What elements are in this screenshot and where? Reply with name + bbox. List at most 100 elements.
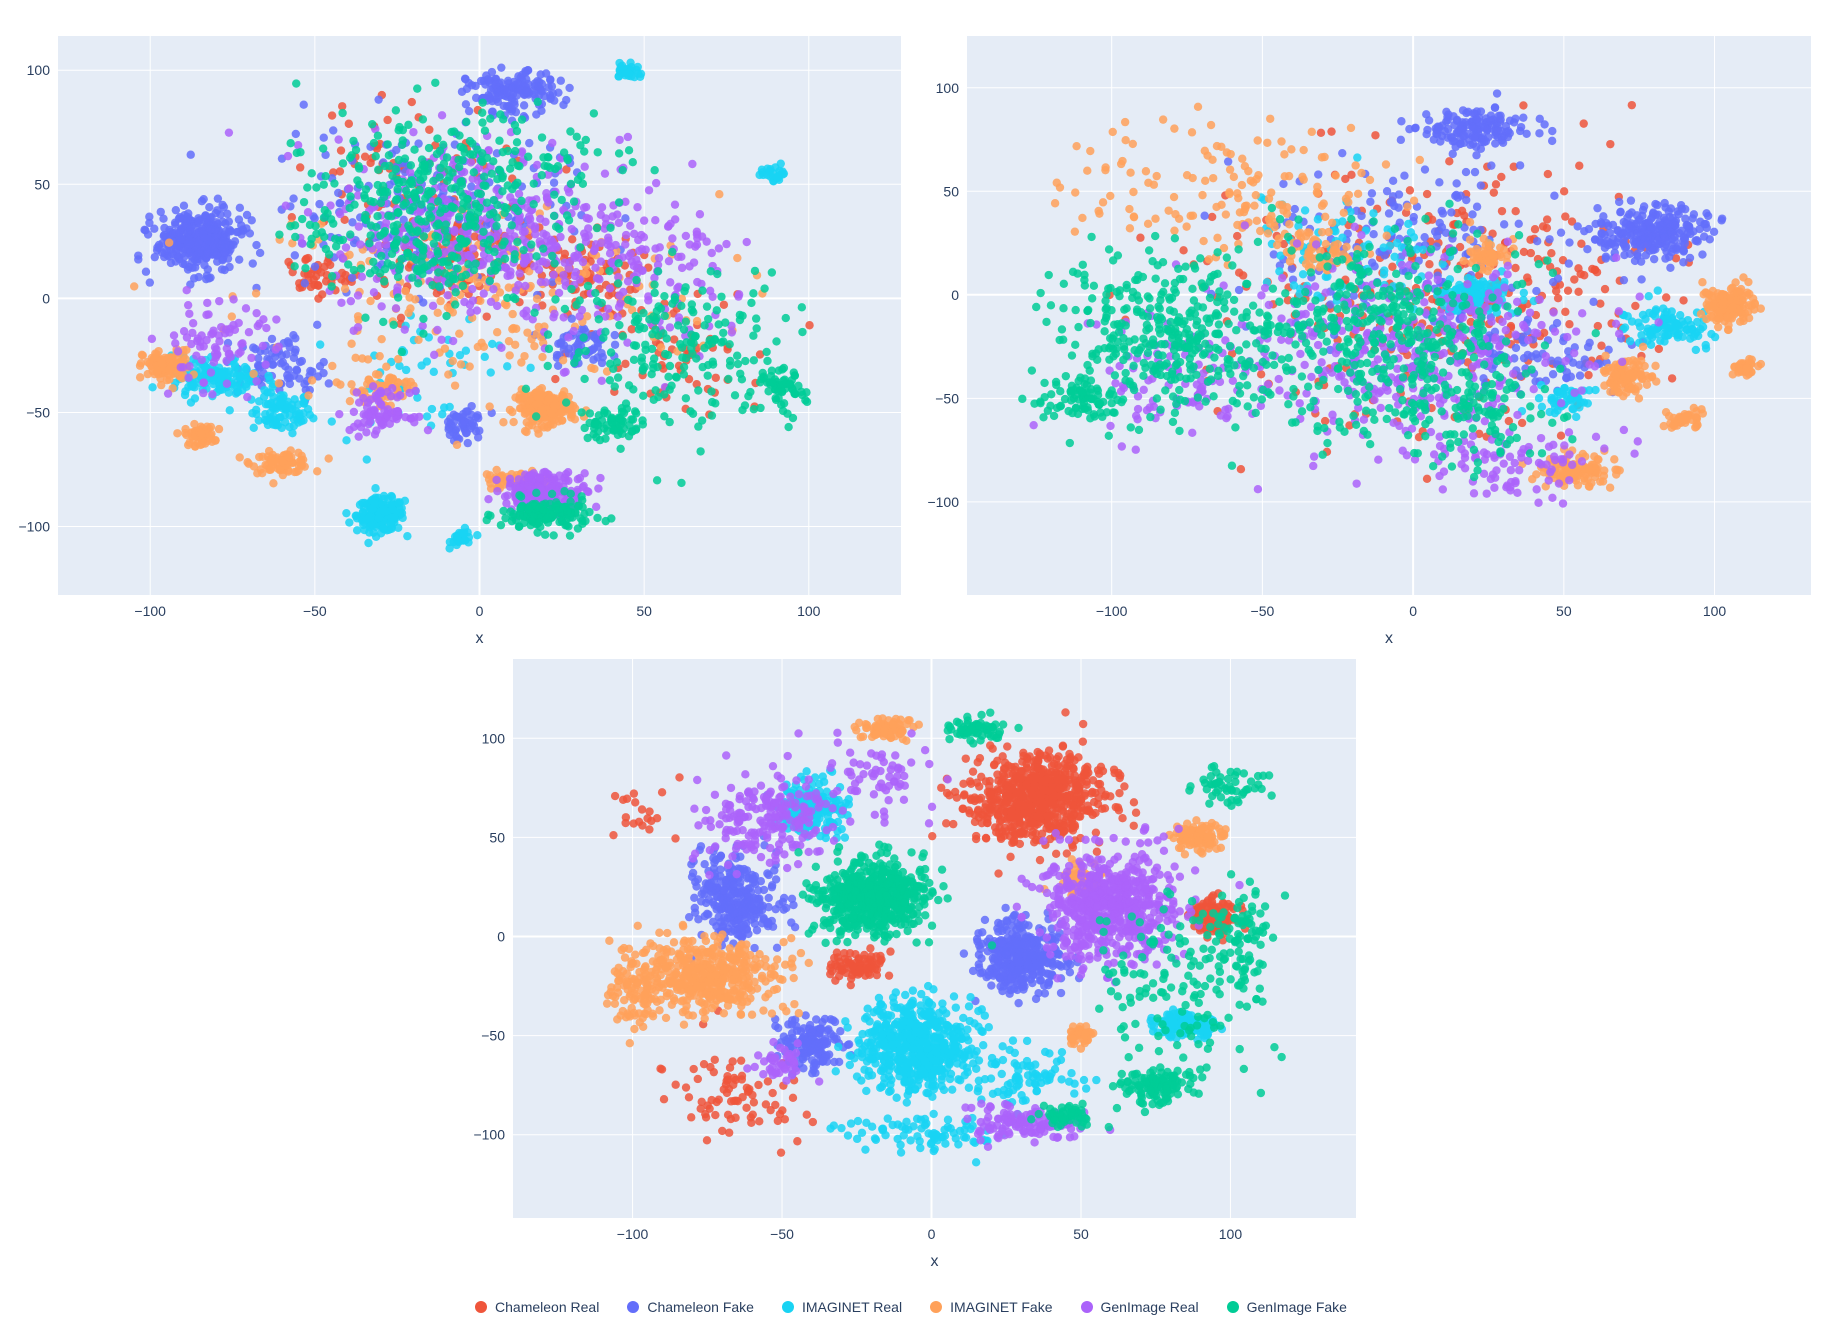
data-point	[615, 291, 624, 300]
data-point	[562, 211, 572, 220]
data-point	[610, 340, 620, 349]
data-point	[479, 289, 488, 298]
data-point	[612, 358, 622, 367]
data-point	[767, 268, 777, 277]
data-point	[237, 221, 246, 230]
series-chameleon-fake	[1573, 196, 1727, 285]
data-point	[462, 407, 471, 416]
data-point	[332, 378, 341, 387]
data-point	[671, 372, 681, 382]
data-point	[186, 150, 195, 159]
data-point	[618, 332, 628, 341]
data-point	[475, 426, 484, 435]
data-point	[533, 97, 542, 107]
data-point	[567, 284, 576, 294]
data-point	[530, 262, 539, 271]
data-point	[668, 234, 677, 243]
data-point	[401, 365, 411, 375]
data-point	[289, 330, 298, 340]
data-point	[448, 203, 457, 212]
data-point	[607, 514, 616, 523]
data-point	[1233, 231, 1242, 241]
data-point	[553, 162, 563, 171]
data-point	[727, 321, 736, 331]
data-point	[422, 412, 432, 421]
data-point	[610, 382, 619, 391]
data-point	[1405, 186, 1415, 195]
data-point	[377, 400, 386, 409]
data-point	[395, 265, 404, 275]
data-point	[692, 316, 702, 326]
data-point	[349, 407, 359, 417]
data-point	[583, 487, 592, 496]
data-point	[281, 201, 290, 210]
data-point	[568, 235, 577, 244]
data-point	[489, 157, 498, 166]
data-point	[686, 407, 695, 416]
data-point	[406, 377, 415, 387]
data-point	[432, 149, 442, 159]
data-point	[624, 432, 634, 441]
data-point	[542, 469, 552, 478]
data-point	[582, 312, 592, 321]
data-point	[156, 207, 165, 217]
data-point	[300, 379, 309, 389]
data-point	[1610, 241, 1620, 251]
data-point	[186, 240, 195, 249]
data-point	[466, 308, 475, 317]
data-point	[329, 126, 338, 135]
data-point	[537, 133, 547, 142]
data-point	[503, 76, 513, 85]
data-point	[633, 202, 642, 212]
data-point	[549, 531, 558, 540]
data-point	[777, 386, 787, 396]
data-point	[583, 281, 593, 291]
data-point	[662, 334, 671, 343]
data-point	[399, 215, 408, 225]
y-tick-label: 0	[42, 290, 50, 306]
data-point	[160, 230, 169, 240]
data-point	[570, 415, 580, 424]
data-point	[517, 358, 526, 367]
data-point	[386, 391, 396, 401]
data-point	[344, 119, 354, 128]
data-point	[251, 289, 261, 298]
data-point	[559, 340, 569, 350]
data-point	[456, 142, 465, 152]
data-point	[624, 146, 634, 155]
data-point	[1543, 169, 1553, 179]
data-point	[589, 344, 599, 353]
data-point	[342, 436, 351, 445]
data-point	[556, 232, 565, 242]
data-point	[445, 430, 455, 440]
data-point	[715, 190, 724, 199]
data-point	[529, 179, 538, 188]
data-point	[598, 352, 608, 362]
data-point	[519, 309, 528, 318]
data-point	[256, 465, 265, 474]
data-point	[805, 321, 814, 330]
data-point	[1593, 321, 1603, 331]
data-point	[629, 341, 639, 350]
data-point	[524, 152, 533, 161]
data-point	[393, 293, 403, 302]
data-point	[356, 240, 365, 249]
data-point	[182, 345, 191, 355]
data-point	[711, 373, 720, 382]
data-point	[362, 403, 372, 412]
data-point	[345, 518, 354, 527]
data-point	[627, 257, 636, 266]
data-point	[418, 115, 428, 124]
data-point	[528, 315, 537, 324]
data-point	[473, 176, 483, 185]
data-point	[468, 150, 478, 159]
data-point	[453, 264, 462, 273]
data-point	[397, 140, 407, 150]
data-point	[614, 149, 624, 158]
data-point	[533, 392, 542, 401]
data-point	[375, 412, 384, 421]
data-point	[1316, 128, 1326, 137]
data-point	[549, 270, 558, 280]
data-point	[535, 503, 545, 512]
data-point	[677, 343, 687, 352]
